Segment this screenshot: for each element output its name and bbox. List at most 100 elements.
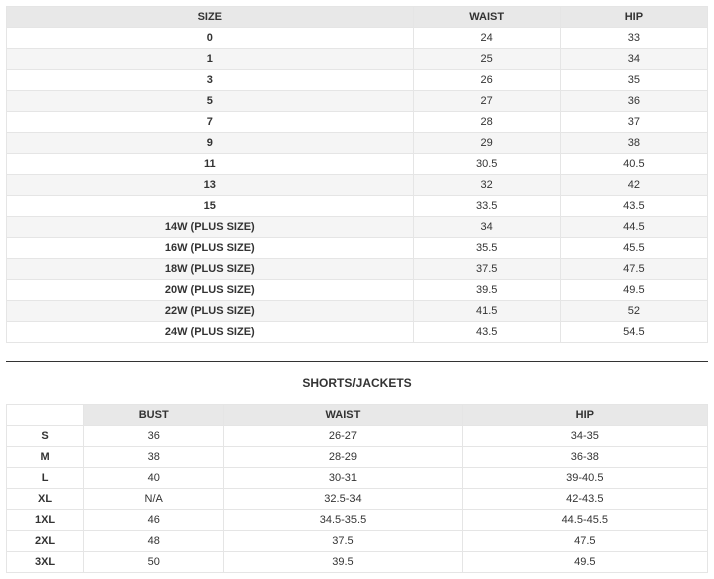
table-cell: 26-27: [224, 426, 462, 447]
table-row: 133242: [7, 175, 708, 196]
table-cell: 49.5: [560, 280, 707, 301]
table-row: M3828-2936-38: [7, 447, 708, 468]
table-cell: 16W (PLUS SIZE): [7, 238, 414, 259]
table-cell: 37.5: [224, 531, 462, 552]
table-cell: 11: [7, 154, 414, 175]
size-table-shorts-jackets: BUST WAIST HIP S3626-2734-35M3828-2936-3…: [6, 404, 708, 573]
table-cell: 43.5: [413, 322, 560, 343]
table-cell: 40.5: [560, 154, 707, 175]
col-blank: [7, 405, 84, 426]
table-cell: 38: [560, 133, 707, 154]
table-cell: 49.5: [462, 552, 707, 573]
table-cell: 32.5-34: [224, 489, 462, 510]
table-row: 24W (PLUS SIZE)43.554.5: [7, 322, 708, 343]
table-cell: 13: [7, 175, 414, 196]
table-cell: 40: [84, 468, 224, 489]
table-row: 92938: [7, 133, 708, 154]
table-cell: 28-29: [224, 447, 462, 468]
table-cell: 52: [560, 301, 707, 322]
table-row: S3626-2734-35: [7, 426, 708, 447]
table-cell: 1XL: [7, 510, 84, 531]
table-row: 12534: [7, 49, 708, 70]
size-table-shorts-jackets-body: S3626-2734-35M3828-2936-38L4030-3139-40.…: [7, 426, 708, 573]
table-cell: 50: [84, 552, 224, 573]
table-cell: 35: [560, 70, 707, 91]
table-cell: 39-40.5: [462, 468, 707, 489]
table-cell: 34: [560, 49, 707, 70]
section-title-shorts-jackets: SHORTS/JACKETS: [6, 376, 708, 390]
table-row: 72837: [7, 112, 708, 133]
table-cell: 0: [7, 28, 414, 49]
table-cell: 2XL: [7, 531, 84, 552]
table-cell: 35.5: [413, 238, 560, 259]
col-waist: WAIST: [224, 405, 462, 426]
col-size: SIZE: [7, 7, 414, 28]
table-cell: S: [7, 426, 84, 447]
table-row: 22W (PLUS SIZE)41.552: [7, 301, 708, 322]
table-cell: 9: [7, 133, 414, 154]
col-bust: BUST: [84, 405, 224, 426]
table-cell: 43.5: [560, 196, 707, 217]
col-hip: HIP: [462, 405, 707, 426]
table-cell: 26: [413, 70, 560, 91]
table-cell: 47.5: [560, 259, 707, 280]
table-cell: 45.5: [560, 238, 707, 259]
table-cell: 18W (PLUS SIZE): [7, 259, 414, 280]
table-cell: 34.5-35.5: [224, 510, 462, 531]
table-row: 16W (PLUS SIZE)35.545.5: [7, 238, 708, 259]
table-cell: 30-31: [224, 468, 462, 489]
table-cell: 44.5: [560, 217, 707, 238]
table-cell: 22W (PLUS SIZE): [7, 301, 414, 322]
table-cell: 24W (PLUS SIZE): [7, 322, 414, 343]
col-hip: HIP: [560, 7, 707, 28]
table-cell: 3: [7, 70, 414, 91]
table-cell: 3XL: [7, 552, 84, 573]
table-row: 2XL4837.547.5: [7, 531, 708, 552]
table-cell: L: [7, 468, 84, 489]
size-table-main-body: 0243312534326355273672837929381130.540.5…: [7, 28, 708, 343]
divider: [6, 361, 708, 362]
table-cell: 54.5: [560, 322, 707, 343]
table-cell: 39.5: [224, 552, 462, 573]
table-cell: 44.5-45.5: [462, 510, 707, 531]
table-cell: 5: [7, 91, 414, 112]
table-cell: 46: [84, 510, 224, 531]
table-row: L4030-3139-40.5: [7, 468, 708, 489]
table-cell: 29: [413, 133, 560, 154]
table-cell: N/A: [84, 489, 224, 510]
table-row: 02433: [7, 28, 708, 49]
table-cell: 15: [7, 196, 414, 217]
table-cell: 41.5: [413, 301, 560, 322]
table-cell: 39.5: [413, 280, 560, 301]
table-cell: 34: [413, 217, 560, 238]
table-cell: 42: [560, 175, 707, 196]
table-row: 1533.543.5: [7, 196, 708, 217]
table-cell: 37: [560, 112, 707, 133]
table-row: 52736: [7, 91, 708, 112]
table-cell: XL: [7, 489, 84, 510]
table-cell: 20W (PLUS SIZE): [7, 280, 414, 301]
table-row: 1XL4634.5-35.544.5-45.5: [7, 510, 708, 531]
table-cell: 36: [84, 426, 224, 447]
table-cell: 28: [413, 112, 560, 133]
table-cell: 24: [413, 28, 560, 49]
table-cell: 7: [7, 112, 414, 133]
table-cell: 1: [7, 49, 414, 70]
table-cell: 42-43.5: [462, 489, 707, 510]
table-cell: 27: [413, 91, 560, 112]
table-row: 20W (PLUS SIZE)39.549.5: [7, 280, 708, 301]
table-cell: M: [7, 447, 84, 468]
table-cell: 36: [560, 91, 707, 112]
size-table-main: SIZE WAIST HIP 0243312534326355273672837…: [6, 6, 708, 343]
table-cell: 33.5: [413, 196, 560, 217]
table-cell: 34-35: [462, 426, 707, 447]
table-row: XLN/A32.5-3442-43.5: [7, 489, 708, 510]
table-cell: 33: [560, 28, 707, 49]
table-cell: 32: [413, 175, 560, 196]
table-cell: 38: [84, 447, 224, 468]
col-waist: WAIST: [413, 7, 560, 28]
table-cell: 37.5: [413, 259, 560, 280]
table-cell: 48: [84, 531, 224, 552]
table-cell: 36-38: [462, 447, 707, 468]
table-cell: 14W (PLUS SIZE): [7, 217, 414, 238]
